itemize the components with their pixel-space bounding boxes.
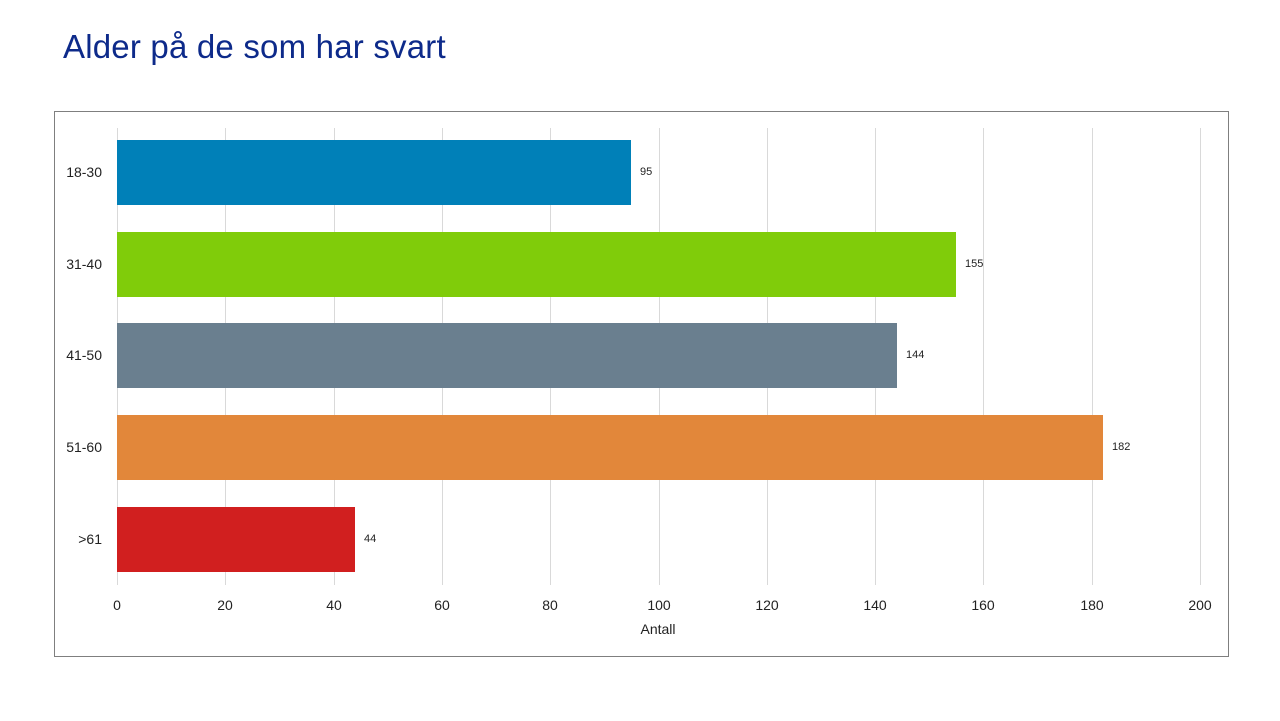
category-label: 31-40	[66, 256, 102, 272]
data-label: 44	[364, 533, 377, 545]
x-tick-label: 60	[434, 597, 450, 613]
x-tick-label: 0	[113, 597, 121, 613]
x-tick-label: 80	[542, 597, 558, 613]
bar-18-30	[117, 140, 631, 205]
x-tick-label: 200	[1188, 597, 1212, 613]
gridline	[1200, 128, 1201, 585]
data-label: 182	[1112, 441, 1131, 453]
x-axis-label: Antall	[640, 621, 676, 637]
x-tick-label: 160	[971, 597, 995, 613]
chart-frame	[54, 111, 1229, 657]
bar-51-60	[117, 415, 1103, 480]
category-label: 51-60	[66, 439, 102, 455]
bar-41-50	[117, 323, 897, 388]
x-tick-label: 140	[863, 597, 887, 613]
slide-title: Alder på de som har svart	[63, 28, 446, 65]
bar-over-61	[117, 507, 355, 572]
data-label: 95	[640, 166, 653, 178]
x-tick-label: 120	[755, 597, 779, 613]
x-tick-label: 100	[647, 597, 671, 613]
bar-31-40	[117, 232, 956, 297]
category-label: 41-50	[66, 347, 102, 363]
gridline	[983, 128, 984, 585]
data-label: 155	[965, 258, 984, 270]
data-label: 144	[906, 349, 925, 361]
category-label: 18-30	[66, 164, 102, 180]
category-label: >61	[78, 531, 102, 547]
x-tick-label: 20	[217, 597, 233, 613]
x-tick-label: 40	[326, 597, 342, 613]
gridline	[1092, 128, 1093, 585]
x-tick-label: 180	[1080, 597, 1104, 613]
